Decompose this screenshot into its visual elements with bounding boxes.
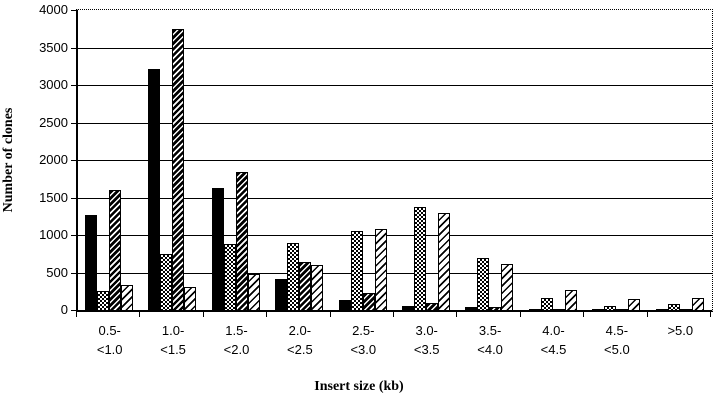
x-axis-category-label: 1.0- <1.5 bbox=[160, 323, 186, 357]
bar-dense-diagonal-hatch bbox=[679, 309, 692, 310]
y-tick-label: 3500 bbox=[39, 39, 68, 55]
bar-light-diagonal-hatch bbox=[628, 298, 641, 310]
x-tick bbox=[202, 312, 204, 317]
bar-dense-diagonal-hatch bbox=[362, 292, 375, 310]
bar-light-diagonal-hatch bbox=[247, 274, 260, 310]
bar-solid-black bbox=[85, 214, 97, 310]
y-tick bbox=[71, 122, 76, 124]
bar-solid-black bbox=[465, 307, 478, 310]
x-axis-title: Insert size (kb) bbox=[314, 379, 404, 394]
y-tick-label: 1500 bbox=[39, 189, 68, 205]
bar-light-diagonal-hatch bbox=[438, 213, 450, 310]
x-tick bbox=[329, 312, 331, 317]
y-tick bbox=[71, 10, 76, 11]
x-tick bbox=[646, 312, 648, 317]
gridline bbox=[78, 122, 712, 124]
y-tick-label: 2000 bbox=[39, 152, 68, 167]
bar-solid-black bbox=[402, 306, 414, 310]
bar-dense-diagonal-hatch bbox=[426, 303, 438, 310]
y-tick-label: 1000 bbox=[39, 227, 68, 242]
bar-light-diagonal-hatch bbox=[184, 286, 197, 310]
x-axis-category-label: 4.0- <4.5 bbox=[540, 323, 567, 357]
bar-checkerboard bbox=[223, 244, 236, 310]
bar-dense-diagonal-hatch bbox=[299, 262, 312, 310]
x-axis-category-label: 3.0- <3.5 bbox=[413, 323, 440, 357]
y-tick bbox=[71, 160, 76, 161]
bar-dense-diagonal-hatch bbox=[616, 309, 629, 310]
bar-solid-black bbox=[211, 187, 224, 310]
x-tick bbox=[393, 312, 394, 317]
bar-checkerboard bbox=[350, 231, 363, 310]
bar-solid-black bbox=[148, 68, 161, 310]
gridline bbox=[78, 85, 712, 86]
y-tick bbox=[71, 235, 76, 236]
bar-checkerboard bbox=[667, 304, 680, 310]
bar-checkerboard bbox=[414, 206, 426, 310]
bar-checkerboard bbox=[160, 253, 173, 310]
gridline bbox=[78, 272, 712, 274]
x-axis-category-label: 0.5- <1.0 bbox=[96, 323, 123, 357]
y-tick-label: 2500 bbox=[39, 114, 68, 130]
bar-solid-black bbox=[275, 279, 288, 310]
y-tick bbox=[71, 197, 76, 199]
y-tick bbox=[71, 85, 76, 86]
x-tick bbox=[266, 312, 268, 317]
bar-checkerboard bbox=[477, 257, 490, 310]
gridline bbox=[78, 235, 712, 236]
y-tick-label: 500 bbox=[46, 264, 68, 280]
bar-solid-black bbox=[592, 308, 605, 310]
y-tick-label: 4000 bbox=[39, 2, 68, 17]
bar-light-diagonal-hatch bbox=[691, 298, 704, 310]
bar-solid-black bbox=[338, 299, 351, 310]
bar-checkerboard bbox=[604, 306, 617, 310]
bar-light-diagonal-hatch bbox=[311, 265, 324, 310]
x-axis-category-label: 1.5- <2.0 bbox=[223, 323, 250, 357]
bar-solid-black bbox=[655, 308, 668, 310]
bar-light-diagonal-hatch bbox=[564, 289, 577, 310]
gridline bbox=[78, 197, 712, 199]
bar-solid-black bbox=[528, 308, 541, 310]
bar-checkerboard bbox=[97, 291, 109, 310]
y-tick-label: 3000 bbox=[39, 77, 68, 92]
x-axis-category-label: 2.0- <2.5 bbox=[287, 323, 313, 357]
plot-area bbox=[76, 9, 713, 312]
x-axis-category-label: 4.5- <5.0 bbox=[604, 323, 630, 357]
x-tick bbox=[139, 312, 141, 317]
x-axis-category-label: >5.0 bbox=[667, 323, 694, 338]
bar-dense-diagonal-hatch bbox=[172, 28, 185, 310]
bar-dense-diagonal-hatch bbox=[235, 172, 248, 310]
y-axis-title: Number of clones bbox=[1, 107, 16, 213]
y-tick bbox=[71, 272, 76, 274]
x-axis-category-label: 3.5- <4.0 bbox=[477, 323, 503, 357]
bar-checkerboard bbox=[540, 298, 553, 310]
y-tick bbox=[71, 47, 76, 49]
bar-dense-diagonal-hatch bbox=[489, 307, 502, 310]
y-tick bbox=[71, 310, 76, 311]
y-tick-label: 0 bbox=[60, 302, 68, 317]
bar-dense-diagonal-hatch bbox=[552, 309, 565, 310]
x-axis-category-label: 2.5- <3.0 bbox=[350, 323, 377, 357]
gridline bbox=[78, 160, 712, 161]
x-tick bbox=[583, 312, 585, 317]
bar-light-diagonal-hatch bbox=[501, 264, 514, 310]
bar-light-diagonal-hatch bbox=[121, 284, 133, 310]
x-tick bbox=[710, 312, 711, 317]
bar-checkerboard bbox=[287, 243, 300, 310]
bar-dense-diagonal-hatch bbox=[109, 190, 121, 310]
bar-light-diagonal-hatch bbox=[374, 229, 387, 310]
x-tick bbox=[76, 312, 77, 317]
x-tick bbox=[456, 312, 458, 317]
x-tick bbox=[519, 312, 521, 317]
gridline bbox=[78, 47, 712, 49]
